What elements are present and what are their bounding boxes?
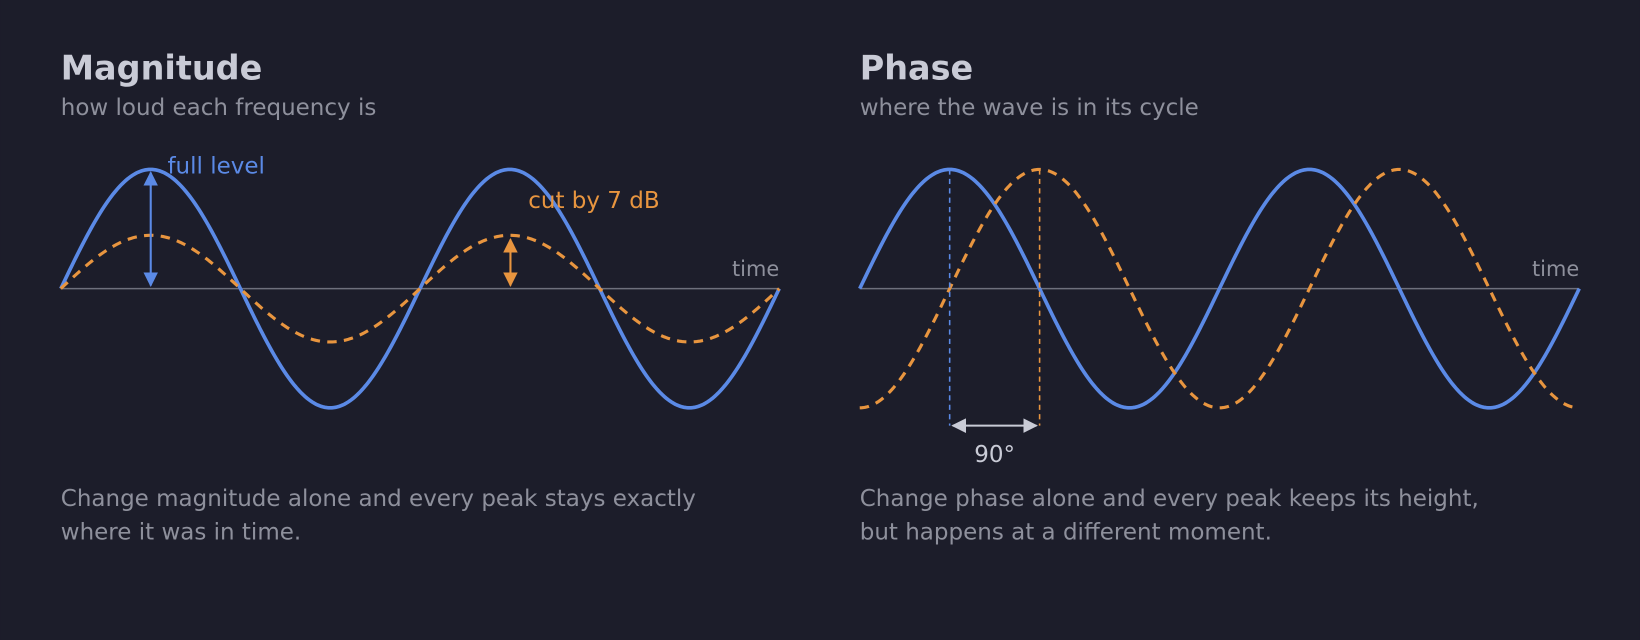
- cut-wave: [59, 233, 781, 344]
- cut-label: cut by 7 dB: [528, 188, 659, 214]
- caption-line: but happens at a different moment.: [860, 520, 1272, 546]
- caption-line: where it was in time.: [61, 520, 301, 546]
- phase-panel: Phase where the wave is in its cycle tim…: [858, 48, 1581, 546]
- panel-subtitle: where the wave is in its cycle: [860, 95, 1199, 121]
- shift-label: 90°: [974, 442, 1015, 468]
- axis-label: time: [732, 257, 779, 281]
- shifted-wave: [859, 167, 1580, 410]
- panel-title: Magnitude: [61, 48, 263, 87]
- axis-label: time: [1532, 257, 1579, 281]
- peak-label: full level: [167, 154, 264, 180]
- caption-line: Change phase alone and every peak keeps …: [860, 486, 1479, 512]
- panel-title: Phase: [860, 48, 974, 87]
- panel-subtitle: how loud each frequency is: [61, 95, 377, 121]
- original-wave: [858, 167, 1581, 410]
- full-wave: [59, 167, 781, 410]
- magnitude-panel: Magnitude how loud each frequency is tim…: [59, 48, 781, 546]
- caption-line: Change magnitude alone and every peak st…: [61, 486, 696, 512]
